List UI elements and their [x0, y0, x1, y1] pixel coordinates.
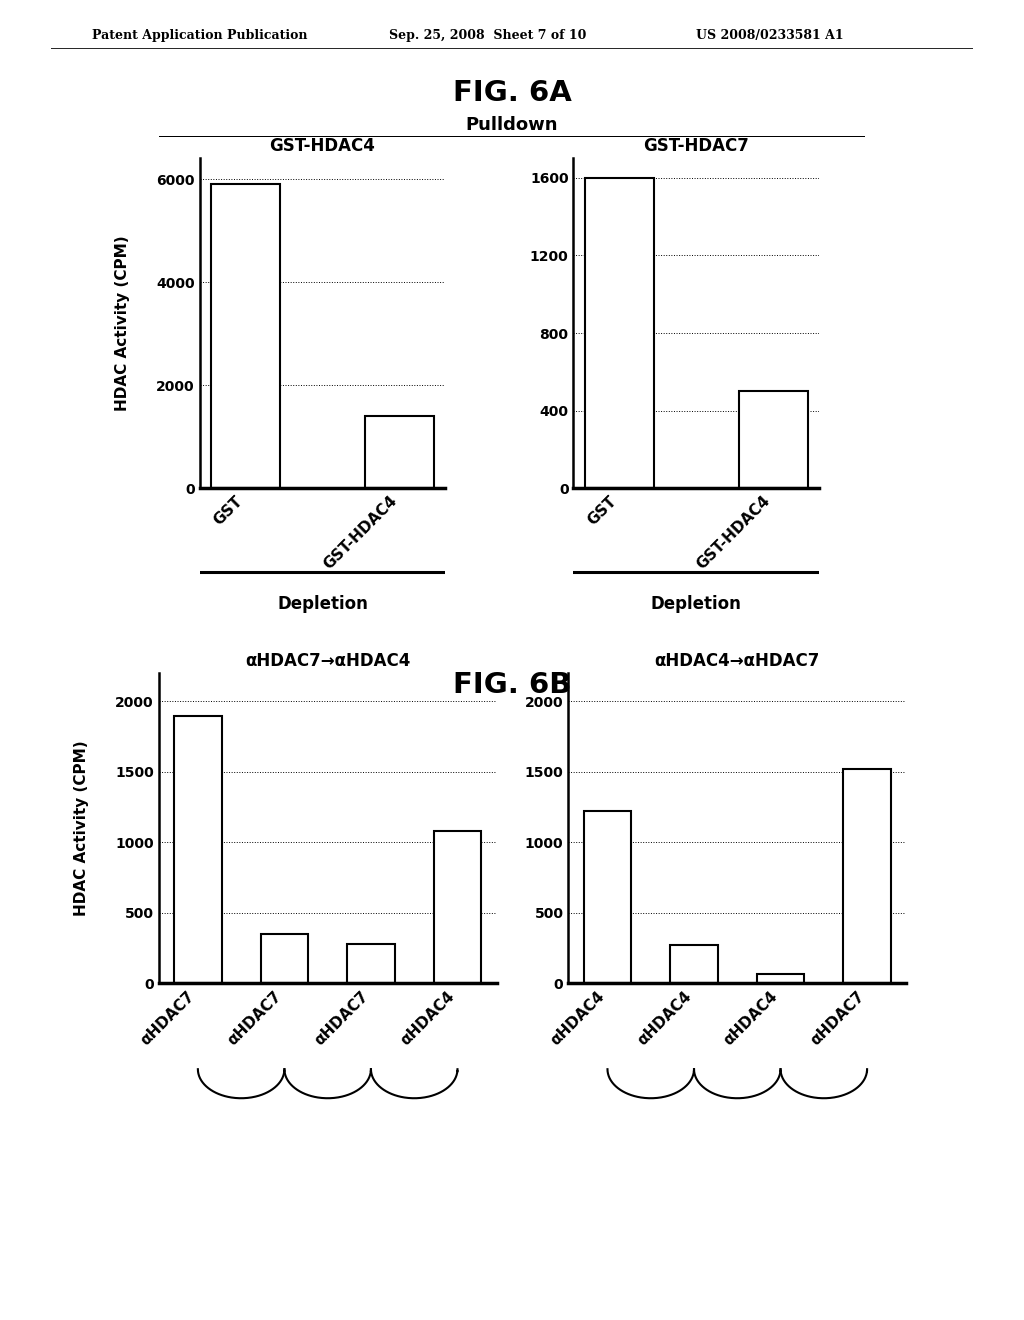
Text: Depletion: Depletion	[278, 595, 368, 612]
Bar	[261, 935, 308, 983]
Text: Depletion: Depletion	[651, 595, 741, 612]
Text: HDAC Activity (CPM): HDAC Activity (CPM)	[75, 741, 89, 916]
Text: HDAC Activity (CPM): HDAC Activity (CPM)	[116, 235, 130, 412]
Text: Sep. 25, 2008  Sheet 7 of 10: Sep. 25, 2008 Sheet 7 of 10	[389, 29, 587, 42]
Text: US 2008/0233581 A1: US 2008/0233581 A1	[696, 29, 844, 42]
Title: GST-HDAC7: GST-HDAC7	[643, 137, 750, 156]
Bar	[365, 416, 434, 488]
Text: Pulldown: Pulldown	[466, 116, 558, 135]
Text: FIG. 6B: FIG. 6B	[453, 671, 571, 698]
Bar	[671, 945, 718, 983]
Bar	[434, 832, 481, 983]
Title: GST-HDAC4: GST-HDAC4	[269, 137, 376, 156]
Bar	[738, 391, 808, 488]
Text: FIG. 6A: FIG. 6A	[453, 79, 571, 107]
Bar	[844, 770, 891, 983]
Bar	[584, 812, 631, 983]
Bar	[757, 974, 804, 983]
Bar	[347, 944, 394, 983]
Bar	[174, 715, 221, 983]
Bar	[585, 178, 654, 488]
Bar	[211, 185, 281, 488]
Title: αHDAC7→αHDAC4: αHDAC7→αHDAC4	[245, 652, 411, 671]
Text: Patent Application Publication: Patent Application Publication	[92, 29, 307, 42]
Title: αHDAC4→αHDAC7: αHDAC4→αHDAC7	[654, 652, 820, 671]
